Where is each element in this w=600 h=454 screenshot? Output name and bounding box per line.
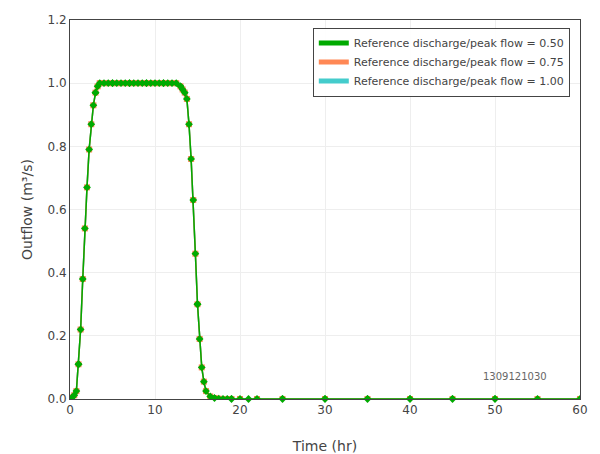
svg-text:0.6: 0.6 bbox=[48, 203, 67, 217]
svg-text:60: 60 bbox=[572, 403, 587, 417]
svg-text:0: 0 bbox=[66, 403, 74, 417]
svg-text:0.0: 0.0 bbox=[48, 392, 67, 406]
svg-text:Reference discharge/peak flow: Reference discharge/peak flow = 1.00 bbox=[354, 75, 564, 88]
svg-text:1309121030: 1309121030 bbox=[483, 371, 547, 382]
svg-text:0.4: 0.4 bbox=[48, 266, 67, 280]
svg-text:50: 50 bbox=[487, 403, 502, 417]
svg-text:30: 30 bbox=[317, 403, 332, 417]
svg-text:0.2: 0.2 bbox=[48, 329, 67, 343]
svg-text:0.8: 0.8 bbox=[48, 140, 67, 154]
svg-text:Reference discharge/peak flow: Reference discharge/peak flow = 0.50 bbox=[354, 37, 564, 50]
svg-text:10: 10 bbox=[147, 403, 162, 417]
svg-text:Time (hr): Time (hr) bbox=[292, 438, 357, 454]
svg-text:1.2: 1.2 bbox=[48, 13, 67, 27]
svg-text:Reference discharge/peak flow: Reference discharge/peak flow = 0.75 bbox=[354, 56, 564, 69]
svg-text:Outflow (m³/s): Outflow (m³/s) bbox=[19, 159, 35, 260]
svg-text:20: 20 bbox=[232, 403, 247, 417]
svg-text:40: 40 bbox=[402, 403, 417, 417]
svg-text:1.0: 1.0 bbox=[48, 76, 67, 90]
